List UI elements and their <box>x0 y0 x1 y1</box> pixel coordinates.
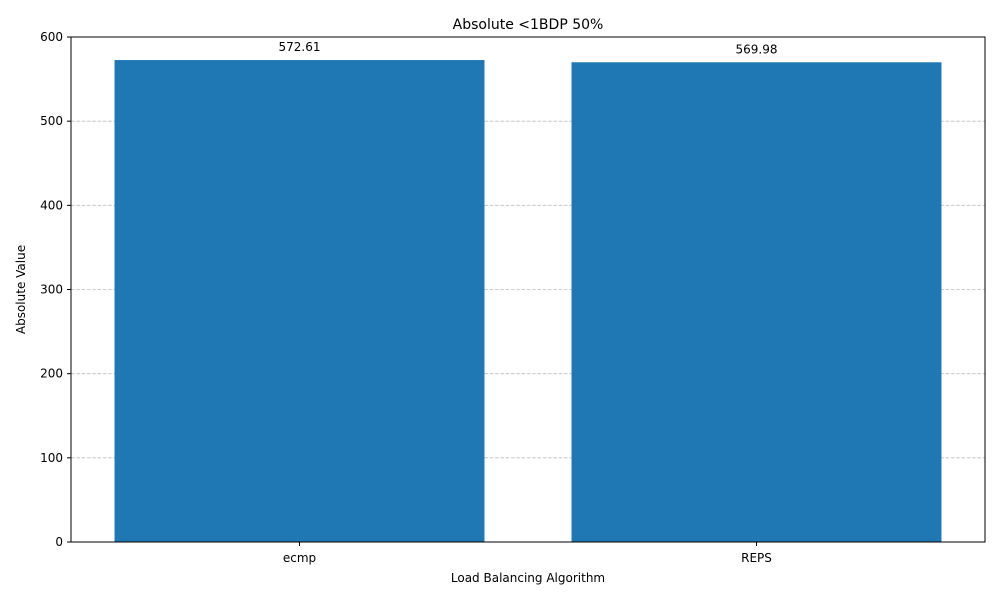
y-tick-label: 600 <box>40 30 63 44</box>
data-labels-layer: 572.61 569.98 <box>279 40 778 56</box>
grid-layer <box>71 120 985 459</box>
x-axis-title: Load Balancing Algorithm <box>451 571 605 585</box>
chart-title: Absolute <1BDP 50% <box>453 17 604 33</box>
y-tick-label: 400 <box>40 198 63 212</box>
x-axis-ticks: ecmp REPS <box>283 542 772 565</box>
x-tick-label: REPS <box>741 551 772 565</box>
bar-ecmp <box>114 60 485 542</box>
y-tick-label: 500 <box>40 114 63 128</box>
y-tick-label: 300 <box>40 283 63 297</box>
y-axis-title: Absolute Value <box>14 245 28 334</box>
y-tick-label: 200 <box>40 367 63 381</box>
bar-value-label: 569.98 <box>736 42 778 56</box>
x-tick-label: ecmp <box>283 551 316 565</box>
y-tick-label: 100 <box>40 451 63 465</box>
bar-value-label: 572.61 <box>279 40 321 54</box>
y-axis-ticks: 0 100 200 300 400 500 600 <box>40 30 71 549</box>
y-tick-label: 0 <box>55 535 63 549</box>
bars-layer <box>114 60 942 542</box>
bar-reps <box>571 62 942 542</box>
